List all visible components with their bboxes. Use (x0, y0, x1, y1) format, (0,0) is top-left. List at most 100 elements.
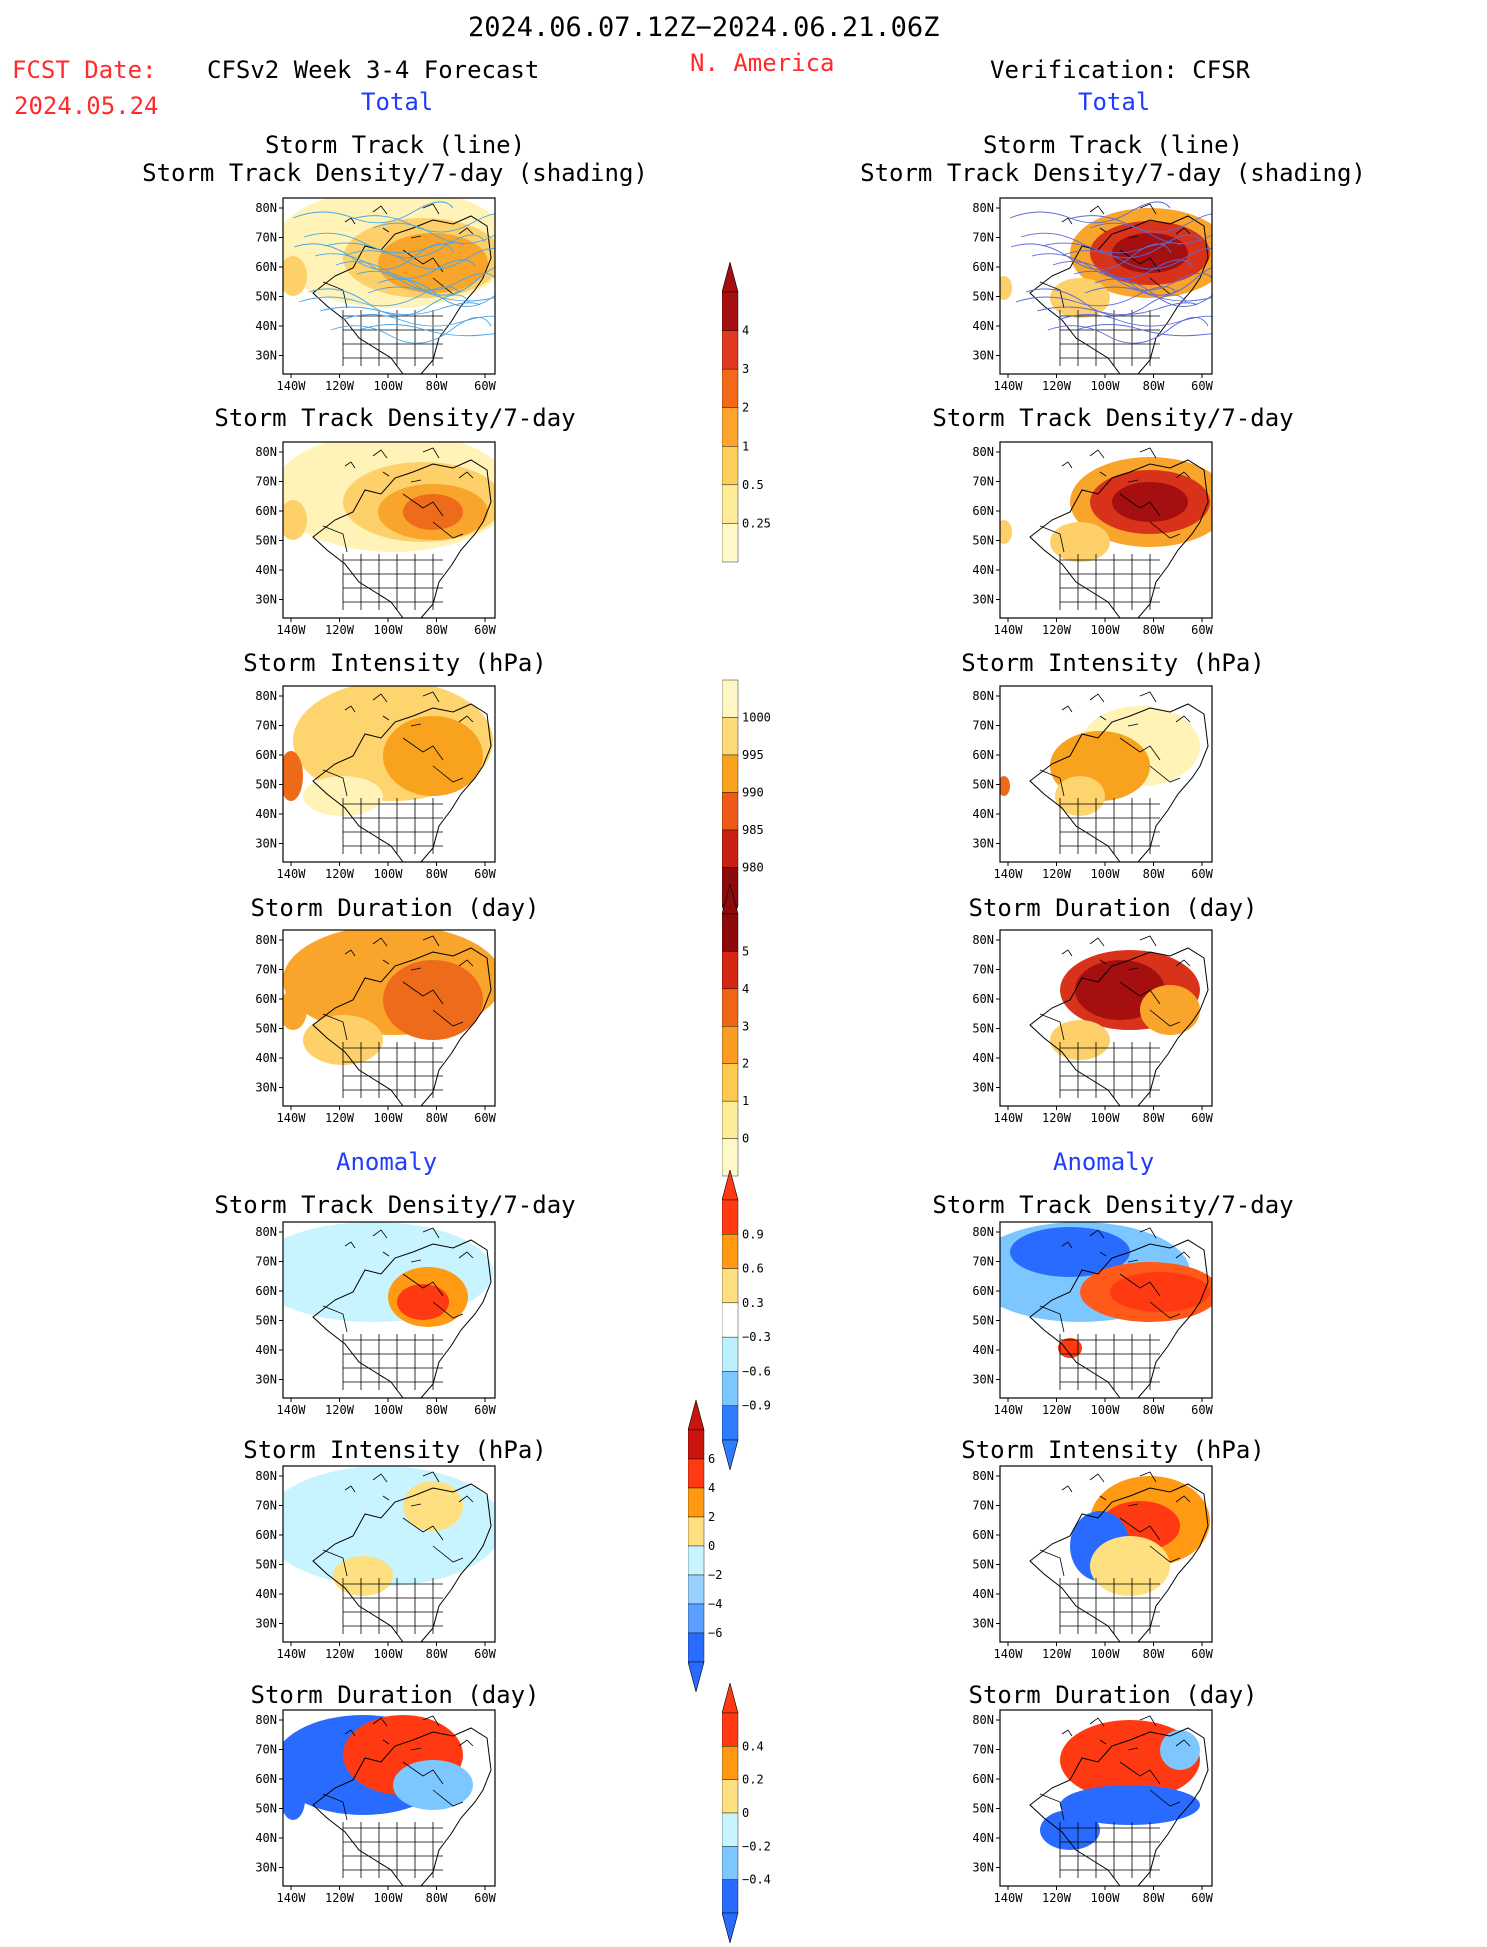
lon-tick-label: 120W (1042, 1111, 1072, 1125)
lon-tick-label: 80W (1143, 1891, 1165, 1905)
colorbar-intensity-total: 1000 995 990 985 980 (721, 650, 792, 939)
lat-tick-label: 70N (255, 1499, 277, 1513)
lon-tick-label: 100W (374, 623, 404, 637)
lat-tick-label: 60N (972, 992, 994, 1006)
colorbar-density-total-swatch (721, 523, 739, 563)
storm-track-line (1041, 234, 1203, 259)
colorbar-intensity-anom-label: 6 (708, 1452, 715, 1466)
colorbar-duration-anom-label: −0.2 (742, 1839, 771, 1853)
lon-tick-label: 80W (426, 1891, 448, 1905)
colorbar-duration-total: 5 4 3 2 1 0 (721, 882, 792, 1210)
storm-track-line (1057, 314, 1212, 327)
forecast-period: 2024.06.07.12Z−2024.06.21.06Z (468, 12, 940, 43)
colorbar-intensity-total-swatch (721, 679, 739, 718)
storm-track-line (356, 267, 495, 296)
lat-tick-label: 40N (972, 1587, 994, 1601)
lat-tick-label: 80N (255, 933, 277, 947)
lat-tick-label: 50N (255, 778, 277, 792)
lon-tick-label: 140W (277, 867, 307, 881)
lat-tick-label: 60N (972, 1528, 994, 1542)
colorbar-duration-anom-swatch (721, 1779, 739, 1814)
colorbar-duration-anom-swatch (721, 1812, 739, 1847)
colorbar-density-anom-label: −0.3 (742, 1330, 771, 1344)
lat-tick-label: 80N (255, 1225, 277, 1239)
colorbar-density-anom-swatch (721, 1234, 739, 1269)
colorbar-duration-anom-swatch (721, 1712, 739, 1747)
lon-tick-label: 100W (374, 1111, 404, 1125)
map-cfsr-intensity: 80N 70N 60N 50N 40N 30N 140W 120W 100W 80W 60W (954, 674, 1226, 888)
colorbar-duration-total-swatch (721, 1063, 739, 1102)
lat-tick-label: 40N (255, 1343, 277, 1357)
panel-title-density-left: Storm Track Density/7-day (214, 404, 576, 432)
colorbar-duration-anom-top-arrow (721, 1681, 739, 1714)
lat-tick-label: 70N (972, 1743, 994, 1757)
colorbar-intensity-anom: 6 4 2 0 −2 −4 −6 (687, 1398, 758, 1696)
lon-tick-label: 60W (1191, 1111, 1213, 1125)
lat-tick-label: 70N (255, 1743, 277, 1757)
colorbar-density-anom-swatch (721, 1268, 739, 1304)
colorbar-density-total-swatch (721, 446, 739, 486)
panel-title-duration-right: Storm Duration (day) (968, 894, 1258, 922)
colorbar-density-total-label: 2 (742, 401, 749, 415)
colorbar-density-total-label: 0.25 (742, 516, 771, 530)
lat-tick-label: 30N (255, 837, 277, 851)
lat-tick-label: 80N (972, 1469, 994, 1483)
colorbar-density-total-label: 4 (742, 324, 749, 338)
colorbar-intensity-anom-swatch (687, 1603, 705, 1634)
storm-track-line (324, 234, 486, 259)
colorbar-duration-total-label: 5 (742, 944, 749, 958)
lon-tick-label: 80W (1143, 1403, 1165, 1417)
colorbar-density-total-top-arrow (721, 260, 739, 293)
storm-track-line (340, 314, 495, 327)
storm-track-line (367, 286, 495, 302)
lon-tick-label: 80W (1143, 1111, 1165, 1125)
colorbar-density-anom-swatch (721, 1336, 739, 1372)
lat-tick-label: 80N (972, 933, 994, 947)
anomaly-heading-left: Anomaly (336, 1148, 438, 1176)
lon-tick-label: 60W (1191, 867, 1213, 881)
colorbar-duration-total-swatch (721, 951, 739, 990)
colorbar-duration-total-label: 2 (742, 1057, 749, 1071)
colorbar-intensity-total-label: 995 (742, 748, 764, 762)
lat-tick-label: 30N (972, 1081, 994, 1095)
colorbar-duration-anom-swatch (721, 1846, 739, 1880)
panel-title-track-right: Storm Track (line) Storm Track Density/7-… (860, 131, 1366, 187)
colorbar-duration-anom-label: 0.4 (742, 1739, 764, 1753)
colorbar-duration-anom-label: 0.2 (742, 1773, 764, 1787)
colorbar-duration-total-label: 3 (742, 1019, 749, 1033)
lon-tick-label: 120W (1042, 1647, 1072, 1661)
storm-track-line (1020, 232, 1182, 254)
lon-tick-label: 60W (474, 1891, 496, 1905)
lon-tick-label: 120W (1042, 1403, 1072, 1417)
anomaly-heading-right: Anomaly (1053, 1148, 1155, 1176)
lat-tick-label: 70N (255, 963, 277, 977)
lat-tick-label: 60N (255, 1772, 277, 1786)
lat-tick-label: 80N (972, 689, 994, 703)
lon-tick-label: 120W (1042, 379, 1072, 393)
storm-track-line (372, 222, 495, 244)
colorbar-intensity-anom-label: −6 (708, 1626, 722, 1640)
lon-tick-label: 120W (325, 867, 355, 881)
lat-tick-label: 60N (972, 504, 994, 518)
lon-tick-label: 120W (1042, 623, 1072, 637)
storm-track-line (1084, 286, 1212, 302)
lat-tick-label: 60N (255, 1284, 277, 1298)
lat-tick-label: 70N (972, 1255, 994, 1269)
lat-tick-label: 80N (972, 445, 994, 459)
lat-tick-label: 40N (972, 319, 994, 333)
colorbar-density-total-label: 1 (742, 439, 749, 453)
lat-tick-label: 80N (255, 1469, 277, 1483)
colorbar-intensity-total-swatch (721, 792, 739, 831)
lat-tick-label: 70N (972, 1499, 994, 1513)
colorbar-duration-anom-label: 0 (742, 1806, 749, 1820)
storm-track-line (293, 243, 455, 270)
lat-tick-label: 40N (255, 1831, 277, 1845)
lon-tick-label: 80W (426, 379, 448, 393)
colorbar-intensity-anom-bottom-arrow (687, 1661, 705, 1694)
colorbar-intensity-anom-label: 0 (708, 1539, 715, 1553)
lon-tick-label: 120W (1042, 1891, 1072, 1905)
colorbar-duration-anom-bottom-arrow (721, 1912, 739, 1945)
lat-tick-label: 80N (972, 201, 994, 215)
panel-title-intensity-right: Storm Intensity (hPa) (961, 649, 1265, 677)
lon-tick-label: 140W (277, 623, 307, 637)
